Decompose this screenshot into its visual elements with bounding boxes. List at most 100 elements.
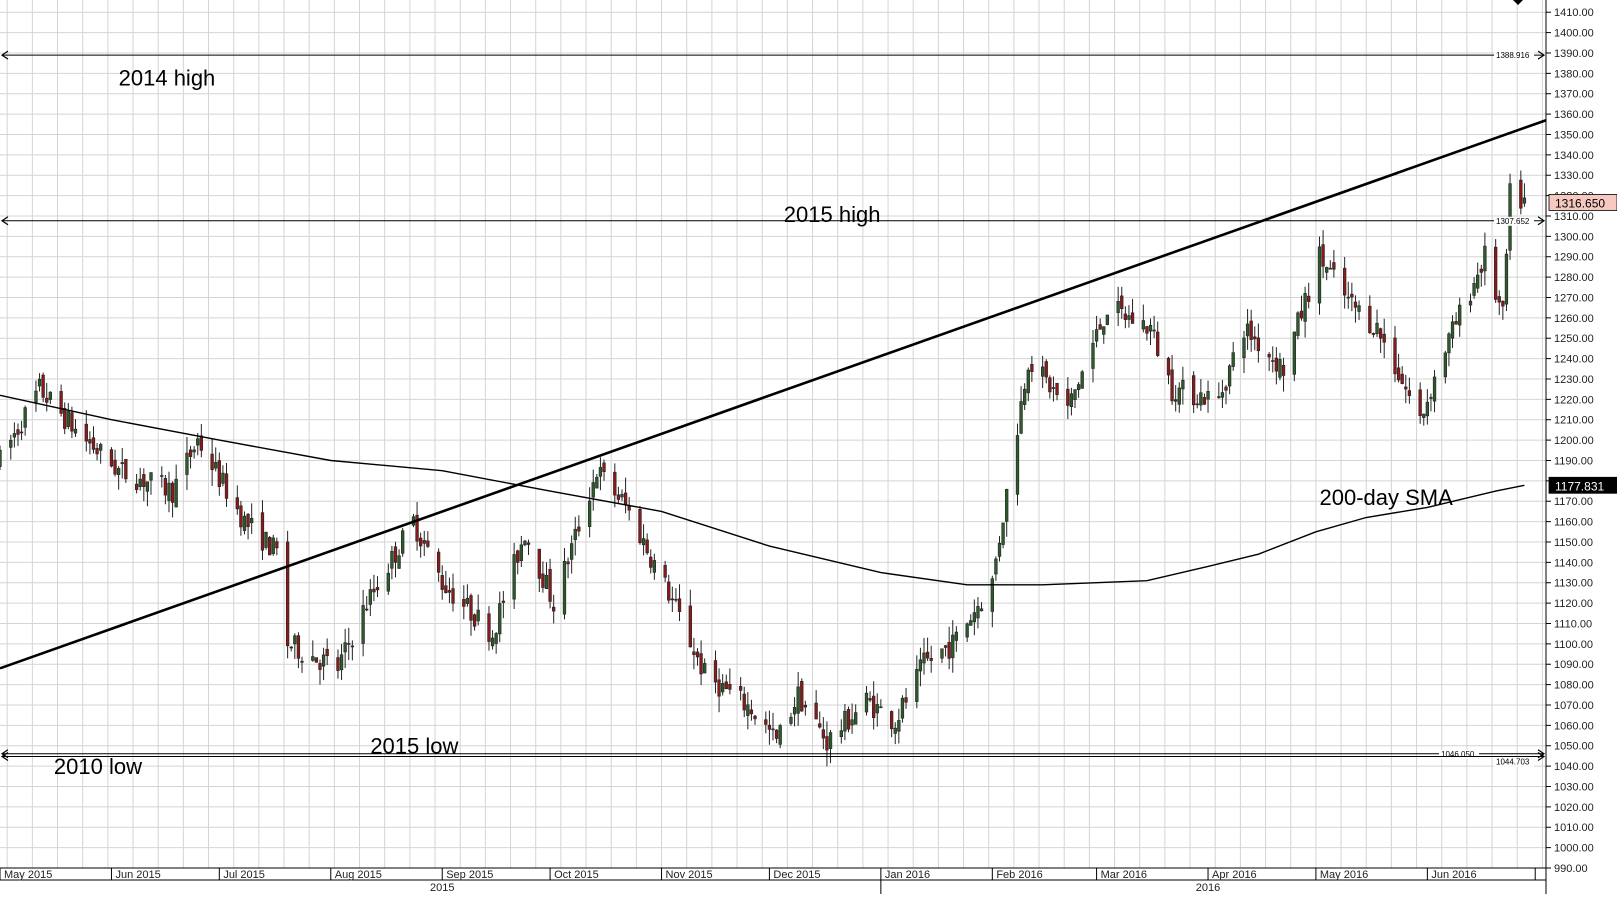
- candle-body: [764, 719, 768, 725]
- candle-body: [544, 575, 549, 590]
- candle-body: [889, 711, 894, 730]
- candle-body: [447, 590, 452, 593]
- candle: [778, 723, 782, 749]
- candle-body: [1227, 365, 1232, 387]
- candle-body: [954, 631, 959, 641]
- candle-body: [1001, 522, 1005, 545]
- candle-body: [717, 679, 721, 697]
- candle: [242, 511, 247, 535]
- candle: [372, 574, 376, 602]
- candle-body: [70, 412, 74, 432]
- y-tick-label: 1380.00: [1554, 68, 1594, 80]
- candle-body: [444, 585, 448, 594]
- candle: [764, 711, 768, 734]
- candle-body: [1375, 322, 1379, 335]
- candle-body: [476, 609, 480, 622]
- level-value-bg: [1494, 757, 1534, 767]
- candle: [652, 553, 657, 580]
- candle: [922, 637, 926, 675]
- candle-body: [1328, 267, 1332, 270]
- candle: [250, 503, 254, 534]
- level-arrow-left: [0, 216, 9, 226]
- candle-body: [296, 635, 301, 659]
- candle-body: [663, 565, 667, 578]
- candle: [1350, 282, 1354, 312]
- candle: [1422, 413, 1426, 426]
- y-tick-label: 1030.00: [1554, 781, 1594, 793]
- y-tick-label: 1210.00: [1554, 415, 1594, 427]
- candle: [692, 637, 696, 670]
- candle: [109, 447, 114, 468]
- candle-body: [591, 482, 595, 498]
- candle: [188, 445, 193, 469]
- candle-body: [192, 449, 196, 453]
- candle: [285, 530, 290, 659]
- candle-body: [1450, 321, 1455, 339]
- candle-body: [803, 704, 808, 708]
- candle-body: [1177, 387, 1181, 405]
- candle-body: [566, 561, 570, 565]
- candle: [120, 448, 124, 479]
- candle: [23, 405, 27, 436]
- candle: [116, 466, 121, 490]
- candle: [451, 573, 455, 612]
- candle-body: [872, 695, 876, 719]
- y-tick-label: 1230.00: [1554, 374, 1594, 386]
- candle-body: [918, 659, 923, 672]
- candle: [1202, 393, 1207, 406]
- candle: [160, 466, 164, 488]
- candle: [1091, 330, 1095, 383]
- candle: [145, 481, 150, 507]
- candle: [1055, 382, 1059, 401]
- candle: [544, 562, 549, 590]
- candle-body: [929, 658, 933, 661]
- candle-body: [426, 540, 430, 547]
- candle: [943, 645, 948, 657]
- candle: [138, 467, 142, 491]
- candle-body: [724, 681, 728, 690]
- candle-body: [1522, 197, 1527, 204]
- candle-body: [1443, 352, 1447, 378]
- candle: [1292, 331, 1296, 382]
- candle-body: [652, 560, 657, 573]
- candle: [526, 539, 531, 555]
- candle: [695, 648, 700, 666]
- candle-body: [695, 651, 700, 658]
- candle: [717, 668, 721, 713]
- candle-body: [1378, 328, 1383, 339]
- candle: [976, 597, 980, 629]
- candle: [490, 630, 495, 650]
- candle-body: [1299, 310, 1304, 319]
- candle: [1393, 325, 1397, 383]
- candle-body: [1332, 262, 1336, 270]
- candle: [688, 589, 692, 648]
- candle: [846, 706, 851, 733]
- candle-body: [1256, 337, 1261, 352]
- candle: [142, 468, 146, 502]
- candle-body: [1267, 354, 1271, 358]
- candle: [235, 485, 239, 515]
- candle: [965, 622, 969, 643]
- candle: [48, 391, 52, 404]
- candle-body: [300, 660, 304, 663]
- candle: [1220, 379, 1225, 409]
- candle-body: [339, 654, 344, 671]
- candle-body: [1231, 352, 1235, 367]
- annotation: 2015 high: [784, 202, 881, 227]
- candle-body: [66, 411, 70, 427]
- candle-body: [951, 634, 955, 659]
- candle: [361, 589, 365, 657]
- candle-body: [1343, 267, 1347, 296]
- y-tick-label: 1160.00: [1554, 517, 1593, 529]
- candle-body: [1170, 369, 1174, 402]
- candle-body: [19, 431, 24, 434]
- candle-body: [325, 648, 329, 657]
- y-tick-label: 1020.00: [1554, 802, 1594, 814]
- candle-body: [1368, 305, 1372, 334]
- candle: [997, 536, 1002, 562]
- candle: [325, 638, 329, 666]
- candle-body: [976, 606, 980, 619]
- candle-body: [368, 589, 372, 605]
- candle: [620, 489, 624, 502]
- candle: [749, 699, 754, 721]
